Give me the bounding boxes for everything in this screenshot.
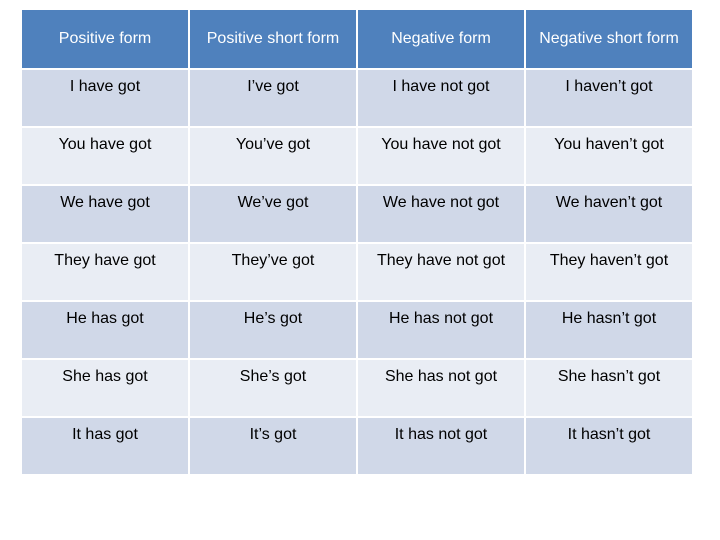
table-cell: We have got <box>20 184 190 244</box>
table-cell: You’ve got <box>188 126 358 186</box>
table-row: We have got We’ve got We have not got We ha… <box>20 184 694 244</box>
table-cell: It has not got <box>356 416 526 476</box>
header-cell: Negative short form <box>524 8 694 70</box>
table-cell: They haven’t got <box>524 242 694 302</box>
table-row: You have got You’ve got You have not got Yo… <box>20 126 694 186</box>
header-cell: Negative form <box>356 8 526 70</box>
table-row: It has got It’s got It has not got It hasn’… <box>20 416 694 476</box>
table-cell: She has not got <box>356 358 526 418</box>
table-cell: We’ve got <box>188 184 358 244</box>
table-cell: She’s got <box>188 358 358 418</box>
table-cell: They’ve got <box>188 242 358 302</box>
table-cell: It has got <box>20 416 190 476</box>
table-cell: I’ve got <box>188 68 358 128</box>
table-cell: It’s got <box>188 416 358 476</box>
table-cell: You haven’t got <box>524 126 694 186</box>
table-row: She has got She’s got She has not got She h… <box>20 358 694 418</box>
table-cell: We haven’t got <box>524 184 694 244</box>
table-cell: He’s got <box>188 300 358 360</box>
table-row: He has got He’s got He has not got He hasn’… <box>20 300 694 360</box>
grammar-table: Positive form Positive short form Negative… <box>20 8 694 476</box>
table-cell: She has got <box>20 358 190 418</box>
table-cell: You have got <box>20 126 190 186</box>
table-cell: They have got <box>20 242 190 302</box>
table-cell: I haven’t got <box>524 68 694 128</box>
table-cell: It hasn’t got <box>524 416 694 476</box>
table-cell: We have not got <box>356 184 526 244</box>
table-cell: He hasn’t got <box>524 300 694 360</box>
header-cell: Positive short form <box>188 8 358 70</box>
table-cell: He has got <box>20 300 190 360</box>
header-row: Positive form Positive short form Negative… <box>20 8 694 70</box>
table-cell: You have not got <box>356 126 526 186</box>
table-cell: She hasn’t got <box>524 358 694 418</box>
header-cell: Positive form <box>20 8 190 70</box>
table-cell: I have not got <box>356 68 526 128</box>
table-row: They have got They’ve got They have not go… <box>20 242 694 302</box>
table-row: I have got I’ve got I have not got I haven’… <box>20 68 694 128</box>
table-cell: They have not got <box>356 242 526 302</box>
table-cell: He has not got <box>356 300 526 360</box>
table-body: I have got I’ve got I have not got I haven’… <box>20 68 694 476</box>
table-cell: I have got <box>20 68 190 128</box>
